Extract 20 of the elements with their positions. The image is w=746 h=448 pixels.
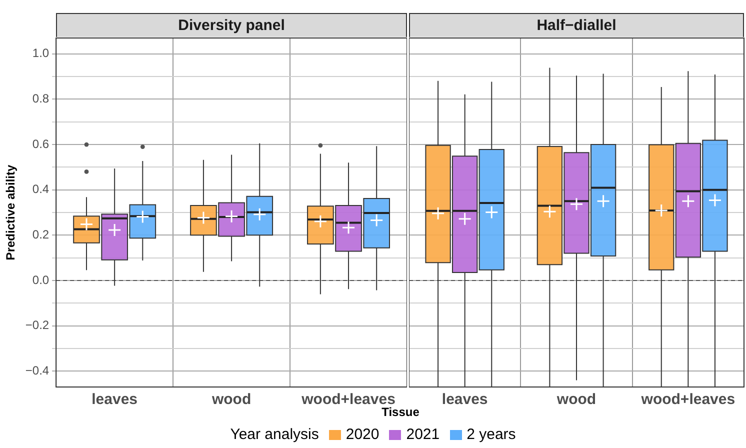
x-tick-label: wood+leaves — [640, 391, 736, 408]
y-tick-label: −0.4 — [25, 363, 50, 378]
y-tick-label: 0.0 — [32, 272, 50, 287]
legend-title: Year analysis — [230, 426, 319, 443]
legend-label: 2020 — [346, 426, 380, 443]
chart-title: Half−diallel — [409, 13, 744, 37]
y-tick-label: 1.0 — [32, 46, 50, 60]
y-tick-label: 0.6 — [32, 136, 50, 151]
x-tick-label: leaves — [92, 391, 138, 408]
y-tick-label: 0.8 — [32, 92, 50, 106]
chart-title: Diversity panel — [56, 13, 407, 37]
y-axis-title: Predictive ability — [4, 164, 18, 260]
legend-label: 2021 — [406, 426, 440, 443]
y-tick-label: 0.4 — [32, 182, 50, 196]
legend-label: 2 years — [466, 426, 516, 443]
y-tick-label: −0.2 — [25, 318, 50, 332]
x-tick-label: wood — [556, 391, 596, 408]
y-tick-label: 0.2 — [32, 227, 50, 242]
x-tick-label: wood — [210, 391, 252, 408]
x-tick-label: leaves — [442, 391, 488, 408]
